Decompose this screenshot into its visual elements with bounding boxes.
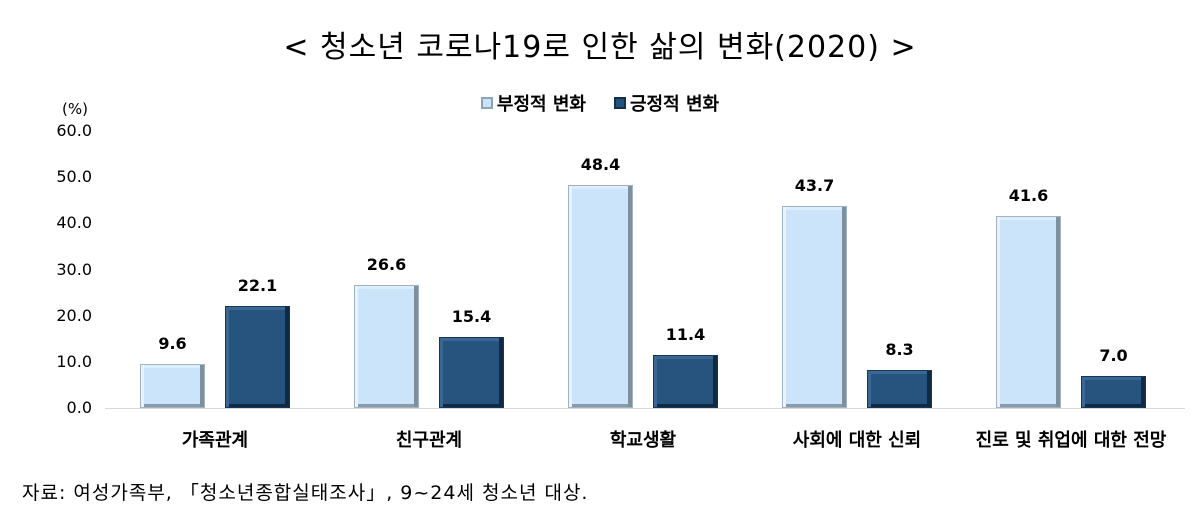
x-category-label: 가족관계 <box>181 430 249 451</box>
y-tick-label: 50.0 <box>56 167 92 187</box>
data-label: 48.4 <box>580 154 621 174</box>
data-label: 22.1 <box>237 275 278 295</box>
bar-negative <box>354 285 419 408</box>
bar-negative <box>782 206 847 408</box>
data-label: 41.6 <box>1008 185 1049 205</box>
x-category-label: 사회에 대한 신뢰 <box>792 430 922 451</box>
legend-item-positive: 긍정적 변화 <box>614 90 719 116</box>
bar-negative <box>568 184 633 408</box>
legend-label-negative: 부정적 변화 <box>496 94 586 115</box>
x-category-label: 학교생활 <box>609 430 677 451</box>
y-tick-label: 60.0 <box>56 121 92 140</box>
y-tick-label: 20.0 <box>56 305 92 325</box>
data-label: 15.4 <box>451 306 492 326</box>
y-axis-unit: (%) <box>62 100 88 118</box>
chart-title: < 청소년 코로나19로 인한 삶의 변화(2020) > <box>283 30 917 65</box>
bar-positive <box>439 336 504 408</box>
y-tick-label: 30.0 <box>56 259 92 279</box>
chart-legend: 부정적 변화 긍정적 변화 <box>0 90 1200 116</box>
data-label: 9.6 <box>158 333 187 353</box>
data-label: 26.6 <box>366 255 407 275</box>
bar-positive <box>653 355 718 408</box>
legend-label-positive: 긍정적 변화 <box>630 94 720 115</box>
data-label: 43.7 <box>794 176 835 196</box>
bar-positive <box>225 305 290 408</box>
bar-positive <box>867 369 932 408</box>
bar-positive <box>1081 375 1146 408</box>
y-tick-label: 10.0 <box>56 351 92 371</box>
data-label: 7.0 <box>1099 345 1128 365</box>
x-category-label: 진로 및 취업에 대한 전망 <box>975 430 1167 451</box>
source-note: 자료: 여성가족부, 「청소년종합실태조사」, 9~24세 청소년 대상. <box>22 482 589 504</box>
data-label: 11.4 <box>665 325 706 345</box>
legend-swatch-negative-icon <box>480 97 493 109</box>
bar-negative <box>140 363 205 408</box>
x-category-label: 친구관계 <box>395 430 463 451</box>
x-axis-line <box>105 408 1185 409</box>
bar-negative <box>996 215 1061 408</box>
legend-item-negative: 부정적 변화 <box>480 90 586 116</box>
legend-swatch-positive-icon <box>614 97 626 109</box>
y-tick-label: 0.0 <box>66 398 92 417</box>
data-label: 8.3 <box>885 339 914 359</box>
y-tick-label: 40.0 <box>56 213 92 233</box>
